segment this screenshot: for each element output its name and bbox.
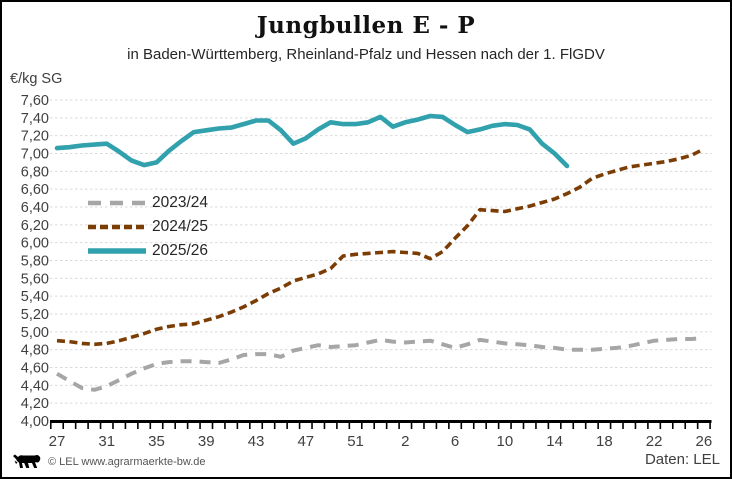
y-tick-label: 6,80 xyxy=(21,164,49,180)
y-tick-label: 4,60 xyxy=(21,360,49,376)
y-tick-label: 6,60 xyxy=(21,182,49,198)
x-tick-label: 14 xyxy=(546,433,563,450)
x-tick-label: 35 xyxy=(148,433,165,450)
chart-title: Jungbullen E - P xyxy=(256,12,476,39)
x-tick-label: 10 xyxy=(496,433,513,450)
legend-swatch-2025-26-icon xyxy=(88,248,146,254)
x-tick-label: 27 xyxy=(49,433,66,450)
bw-lion-logo-icon xyxy=(13,454,41,468)
y-tick-label: 7,60 xyxy=(21,93,49,109)
series-line-2023-24 xyxy=(55,336,705,392)
legend-swatch-2023-24-icon xyxy=(88,200,146,206)
y-tick-label: 6,20 xyxy=(21,218,49,234)
legend: 2023/24 2024/25 2025/26 xyxy=(86,191,208,263)
chart-subtitle: in Baden-Württemberg, Rheinland-Pfalz un… xyxy=(127,46,605,63)
y-tick-label: 5,60 xyxy=(21,271,49,287)
y-tick-label: 7,00 xyxy=(21,146,49,162)
y-tick-label: 6,40 xyxy=(21,200,49,216)
series-line-2024-25 xyxy=(56,147,705,347)
y-tick-label: 4,00 xyxy=(21,414,49,430)
copyright-text: © LEL www.agrarmaerkte-bw.de xyxy=(48,455,206,468)
x-tick-label: 6 xyxy=(451,433,459,450)
legend-item-2023-24: 2023/24 xyxy=(86,191,208,215)
y-axis-unit-label: €/kg SG xyxy=(10,71,63,87)
x-tick-label: 51 xyxy=(347,433,364,450)
footer-left: © LEL www.agrarmaerkte-bw.de xyxy=(12,453,206,470)
y-tick-label: 4,20 xyxy=(21,396,49,412)
legend-item-2025-26: 2025/26 xyxy=(86,239,208,263)
y-tick-label: 5,20 xyxy=(21,307,49,323)
legend-item-2024-25: 2024/25 xyxy=(86,215,208,239)
y-tick-label: 4,40 xyxy=(21,378,49,394)
legend-label-2024-25: 2024/25 xyxy=(152,218,209,235)
legend-swatch-2024-25-icon xyxy=(88,224,146,230)
y-tick-label: 4,80 xyxy=(21,343,49,359)
y-tick-label: 6,00 xyxy=(21,236,49,252)
y-tick-label: 5,80 xyxy=(21,253,49,269)
x-tick-label: 47 xyxy=(297,433,314,450)
legend-label-2023-24: 2023/24 xyxy=(152,194,209,211)
x-tick-label: 39 xyxy=(198,433,215,450)
x-tick-label: 31 xyxy=(98,433,115,450)
x-tick-label: 2 xyxy=(401,433,409,450)
y-tick-label: 7,20 xyxy=(21,129,49,145)
x-tick-label: 18 xyxy=(596,433,613,450)
y-tick-label: 7,40 xyxy=(21,111,49,127)
y-tick-label: 5,40 xyxy=(21,289,49,305)
series-line-2025-26 xyxy=(54,113,570,169)
data-source-text: Daten: LEL xyxy=(644,451,720,468)
x-tick-label: 22 xyxy=(646,433,663,450)
x-tick-label: 26 xyxy=(696,433,713,450)
y-tick-label: 5,00 xyxy=(21,325,49,341)
legend-label-2025-26: 2025/26 xyxy=(152,242,209,259)
x-tick-label: 43 xyxy=(248,433,265,450)
